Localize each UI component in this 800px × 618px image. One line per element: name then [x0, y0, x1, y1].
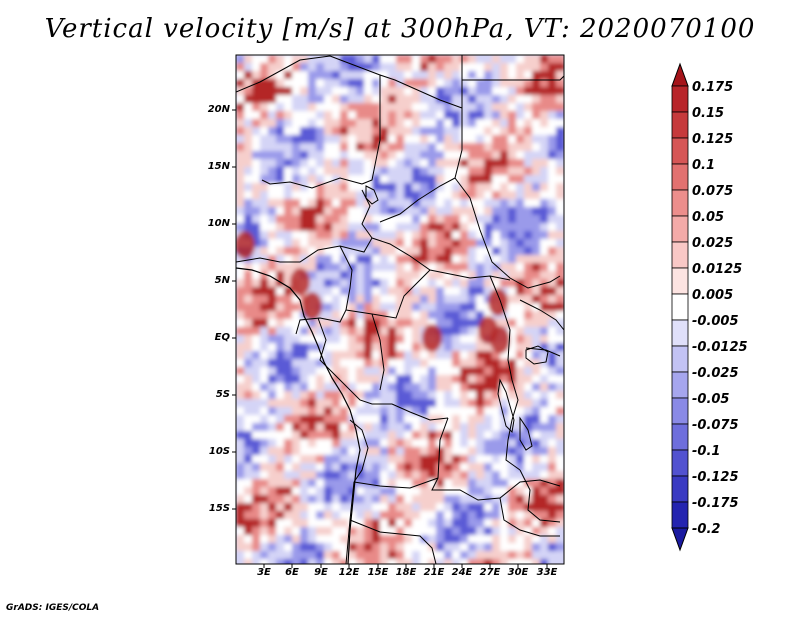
colorbar-swatch: [671, 189, 689, 217]
colorbar-swatch: [671, 293, 689, 321]
colorbar-label: -0.005: [692, 314, 739, 329]
colorbar-label: 0.175: [692, 80, 734, 95]
border-line: [379, 74, 463, 223]
colorbar-top-arrow: [671, 62, 689, 87]
colorbar-label: -0.025: [692, 366, 739, 381]
border-line: [317, 317, 449, 421]
colorbar-swatch: [671, 423, 689, 451]
colorbar-bottom-arrow: [671, 527, 689, 552]
software-credit: GrADS: IGES/COLA: [6, 603, 100, 613]
colorbar-label: -0.125: [692, 470, 739, 485]
colorbar-label: 0.125: [692, 132, 734, 147]
border-line: [489, 275, 521, 471]
colorbar-swatch: [671, 267, 689, 295]
border-line: [454, 177, 561, 289]
lon-tick-label: 18E: [395, 567, 417, 578]
colorbar-swatch: [671, 449, 689, 477]
lat-tick-label: 10S: [208, 446, 230, 457]
colorbar-swatch: [671, 371, 689, 399]
colorbar-swatch: [671, 319, 689, 347]
colorbar-swatch: [671, 85, 689, 113]
lon-tick-label: 12E: [338, 567, 360, 578]
lon-tick-label: 9E: [314, 567, 328, 578]
lake-outline: [497, 378, 515, 434]
lat-tick-label: 5S: [215, 389, 230, 400]
colorbar-swatch: [671, 397, 689, 425]
lon-tick-label: 3E: [257, 567, 271, 578]
lon-tick-label: 24E: [451, 567, 473, 578]
colorbar-label: 0.075: [692, 184, 734, 199]
colorbar-label: 0.0125: [692, 262, 743, 277]
border-line: [431, 417, 561, 501]
coastline: [236, 267, 361, 564]
lon-tick-label: 33E: [536, 567, 558, 578]
border-line: [236, 55, 381, 189]
colorbar: [671, 62, 689, 552]
velocity-field: [236, 55, 564, 564]
country-borders: [236, 55, 564, 564]
lon-tick-label: 27E: [479, 567, 501, 578]
border-line: [365, 185, 379, 205]
colorbar-label: -0.1: [692, 444, 721, 459]
colorbar-label: -0.0125: [692, 340, 748, 355]
colorbar-swatch: [671, 241, 689, 269]
chart-title: Vertical velocity [m/s] at 300hPa, VT: 2…: [44, 14, 756, 44]
lat-tick-label: EQ: [214, 332, 230, 343]
lake-outline: [519, 345, 549, 451]
lat-tick-label: 15S: [208, 503, 230, 514]
colorbar-label: -0.05: [692, 392, 730, 407]
colorbar-label: -0.075: [692, 418, 739, 433]
colorbar-swatch: [671, 137, 689, 165]
border-line: [519, 299, 564, 357]
border-line: [371, 237, 511, 281]
colorbar-label: 0.15: [692, 106, 725, 121]
border-line: [499, 469, 561, 537]
colorbar-swatch: [671, 215, 689, 243]
border-line: [461, 55, 564, 108]
lat-tick-label: 15N: [207, 161, 230, 172]
colorbar-label: 0.05: [692, 210, 725, 225]
border-line: [295, 245, 353, 335]
map-frame: [235, 54, 565, 565]
lat-tick-label: 20N: [207, 104, 230, 115]
colorbar-label: 0.005: [692, 288, 734, 303]
colorbar-label: -0.2: [692, 522, 721, 537]
colorbar-swatch: [671, 345, 689, 373]
lat-tick-label: 10N: [207, 218, 230, 229]
lon-tick-label: 6E: [285, 567, 299, 578]
colorbar-label: 0.025: [692, 236, 734, 251]
border-line: [371, 313, 385, 391]
border-line: [345, 269, 431, 319]
colorbar-label: 0.1: [692, 158, 716, 173]
lon-tick-label: 21E: [423, 567, 445, 578]
lat-tick-label: 5N: [214, 275, 230, 286]
axis-ticks: [232, 109, 548, 568]
colorbar-swatch: [671, 475, 689, 503]
colorbar-swatch: [671, 163, 689, 191]
colorbar-label: -0.175: [692, 496, 739, 511]
colorbar-swatch: [671, 501, 689, 529]
lon-tick-label: 30E: [507, 567, 529, 578]
lon-tick-label: 15E: [367, 567, 389, 578]
colorbar-swatch: [671, 111, 689, 139]
border-line: [349, 477, 439, 564]
